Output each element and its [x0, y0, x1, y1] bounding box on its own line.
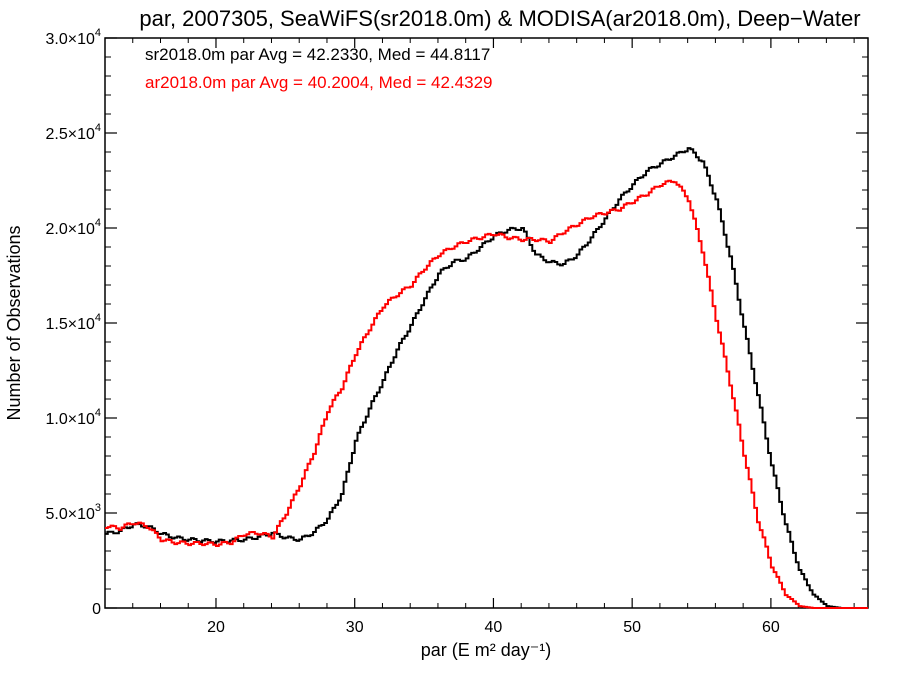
plot-frame — [104, 37, 869, 609]
legend-entry-sr2018.0m: sr2018.0m par Avg = 42.2330, Med = 44.81… — [145, 45, 490, 64]
y-tick-label: 2.5×104 — [45, 122, 101, 143]
series-group — [105, 147, 868, 609]
y-tick-label: 5.0×103 — [45, 502, 101, 523]
series-line-ar2018.0m — [105, 179, 868, 609]
y-tick-label: 1.5×104 — [45, 312, 101, 333]
y-axis-label: Number of Observations — [4, 225, 24, 420]
x-axis: 20 30 40 50 60 — [104, 38, 855, 636]
y-axis: 0 5.0×103 1.0×104 1.5×104 2.0×104 2.5×104 3.0×… — [45, 27, 868, 618]
legend-entry-ar2018.0m: ar2018.0m par Avg = 40.2004, Med = 42.43… — [145, 73, 493, 92]
chart-title: par, 2007305, SeaWiFS(sr2018.0m) & MODIS… — [139, 6, 860, 31]
x-tick-label: 40 — [485, 619, 503, 636]
series-line-sr2018.0m — [105, 147, 868, 609]
y-tick-label: 2.0×104 — [45, 217, 101, 238]
x-tick-label: 60 — [762, 619, 780, 636]
x-axis-label: par (E m² day⁻¹) — [421, 640, 552, 660]
y-tick-label: 1.0×104 — [45, 407, 101, 428]
y-tick-label: 0 — [92, 601, 101, 618]
legend: sr2018.0m par Avg = 42.2330, Med = 44.81… — [145, 45, 493, 92]
x-tick-label: 20 — [207, 619, 225, 636]
x-tick-label: 30 — [346, 619, 364, 636]
y-tick-label: 3.0×104 — [45, 27, 101, 48]
x-tick-label: 50 — [623, 619, 641, 636]
